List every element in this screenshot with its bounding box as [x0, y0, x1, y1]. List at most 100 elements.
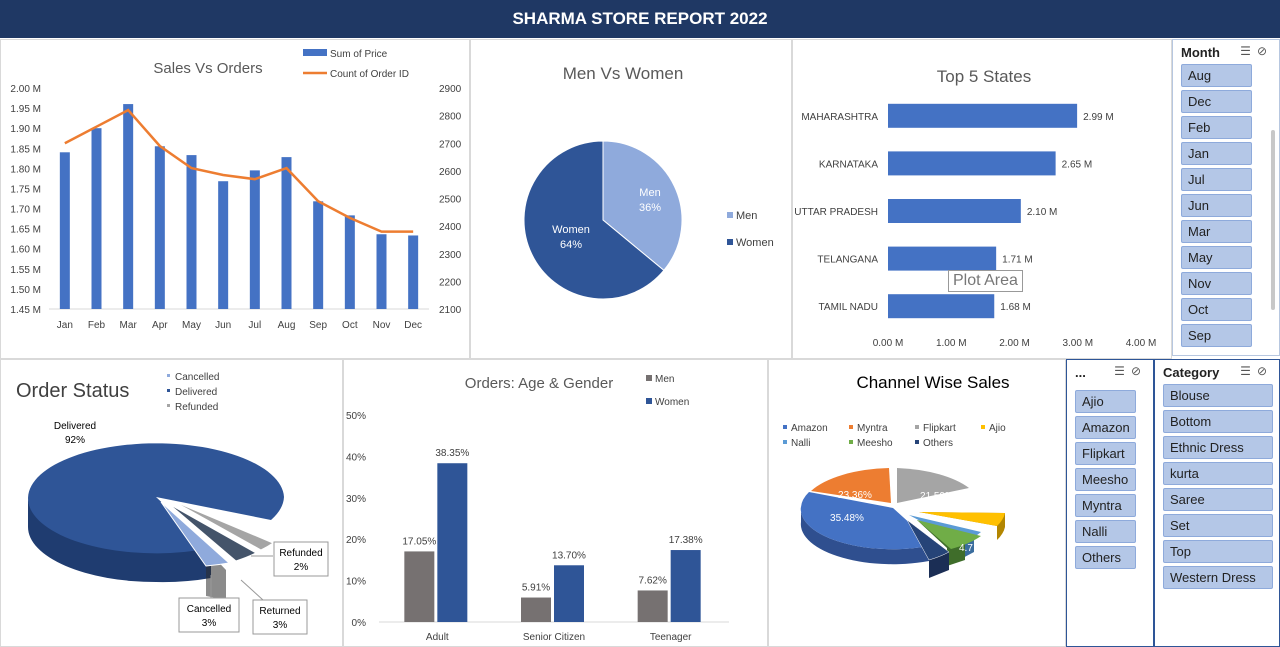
- slicer-item-mar[interactable]: Mar: [1181, 220, 1252, 243]
- sales-bar[interactable]: [186, 155, 197, 309]
- multi-select-icon[interactable]: ☰: [1240, 44, 1257, 58]
- label-refunded: Refunded: [279, 548, 322, 559]
- slicer-item-jun[interactable]: Jun: [1181, 194, 1252, 217]
- slicer-item-aug[interactable]: Aug: [1181, 64, 1252, 87]
- slicer-item-saree[interactable]: Saree: [1163, 488, 1273, 511]
- state-bar[interactable]: [888, 246, 997, 271]
- age-bar-women[interactable]: [554, 565, 584, 622]
- sales-bar[interactable]: [91, 128, 102, 309]
- state-bar[interactable]: [888, 151, 1056, 176]
- category-slicer[interactable]: Category ☰⊘ Blouse Bottom Ethnic Dress kurt…: [1154, 359, 1280, 647]
- y-axis-tick: 20%: [346, 535, 366, 546]
- slicer-item-bottom[interactable]: Bottom: [1163, 410, 1273, 433]
- slicer-item-ajio[interactable]: Ajio: [1075, 390, 1136, 413]
- value-delivered: 92%: [65, 435, 85, 446]
- sales-bar[interactable]: [59, 152, 70, 309]
- legend-women: Women: [655, 397, 689, 408]
- slice-delivered[interactable]: [28, 443, 285, 554]
- state-bar[interactable]: [888, 199, 1021, 223]
- slice-cancelled[interactable]: [160, 501, 231, 567]
- multi-select-icon[interactable]: ☰: [1114, 364, 1131, 378]
- channel-slicer[interactable]: ... ☰⊘ Ajio Amazon Flipkart Meesho Myntra Nal…: [1066, 359, 1154, 647]
- sales-bar[interactable]: [249, 170, 260, 309]
- slicer-item-ethnic-dress[interactable]: Ethnic Dress: [1163, 436, 1273, 459]
- left-axis-tick: 1.90 M: [10, 124, 41, 135]
- chart-title: Sales Vs Orders: [153, 60, 262, 77]
- sales-bar[interactable]: [344, 215, 355, 309]
- slice-men[interactable]: [602, 140, 683, 272]
- men-vs-women-chart[interactable]: Men Vs Women Men 36% Women 64% Men Women: [470, 39, 792, 359]
- slice-refunded[interactable]: [172, 500, 275, 551]
- sales-bar[interactable]: [154, 146, 165, 309]
- pie-side-amazon: [800, 507, 934, 565]
- slice-meesho[interactable]: [917, 520, 981, 549]
- slicer-title: Month: [1181, 45, 1220, 60]
- slicer-item-may[interactable]: May: [1181, 246, 1252, 269]
- order-status-chart[interactable]: Order Status Cancelled Delivered Refunde…: [0, 359, 343, 647]
- slicer-item-feb[interactable]: Feb: [1181, 116, 1252, 139]
- slicer-item-sep[interactable]: Sep: [1181, 324, 1252, 347]
- slicer-item-jan[interactable]: Jan: [1181, 142, 1252, 165]
- pie-side-delivered-2: [156, 548, 211, 583]
- legend-amazon: Amazon: [791, 423, 828, 434]
- legend-swatch-women: [646, 398, 652, 404]
- orders-age-gender-chart[interactable]: Orders: Age & Gender Men Women 50% 40% 30%…: [343, 359, 768, 647]
- slicer-item-others[interactable]: Others: [1075, 546, 1136, 569]
- slice-others[interactable]: [906, 519, 950, 561]
- slicer-item-myntra[interactable]: Myntra: [1075, 494, 1136, 517]
- slicer-scrollbar[interactable]: [1271, 130, 1275, 310]
- slicer-item-set[interactable]: Set: [1163, 514, 1273, 537]
- age-bar-women[interactable]: [437, 463, 468, 622]
- slice-value-women: 64%: [560, 239, 582, 251]
- top-5-states-chart[interactable]: Top 5 States 0.00 M 1.00 M 2.00 M 3.00 M 4.0…: [792, 39, 1172, 359]
- age-bar-men[interactable]: [404, 551, 435, 622]
- slice-myntra[interactable]: [811, 468, 891, 503]
- month-slicer[interactable]: Month ☰⊘ Aug Dec Feb Jan Jul Jun Mar May Nov Oct S…: [1172, 39, 1280, 356]
- value-others: 4.: [956, 502, 964, 513]
- sales-bar[interactable]: [376, 234, 387, 309]
- sales-bar[interactable]: [313, 201, 324, 309]
- clear-filter-icon[interactable]: ⊘: [1130, 364, 1147, 378]
- chart-title: Channel Wise Sales: [856, 373, 1009, 392]
- slicer-item-kurta[interactable]: kurta: [1163, 462, 1273, 485]
- plot-area-tooltip: Plot Area: [948, 270, 1023, 292]
- state-bar[interactable]: [888, 294, 995, 319]
- slicer-item-nalli[interactable]: Nalli: [1075, 520, 1136, 543]
- slicer-item-jul[interactable]: Jul: [1181, 168, 1252, 191]
- slicer-item-blouse[interactable]: Blouse: [1163, 384, 1273, 407]
- age-bar-women[interactable]: [670, 550, 701, 622]
- sales-vs-orders-chart[interactable]: Sales Vs Orders Sum of Price Count of Or…: [0, 39, 470, 359]
- clear-filter-icon[interactable]: ⊘: [1256, 44, 1273, 58]
- slicer-item-western-dress[interactable]: Western Dress: [1163, 566, 1273, 589]
- slicer-item-flipkart[interactable]: Flipkart: [1075, 442, 1136, 465]
- x-axis-tick: May: [182, 320, 201, 331]
- sales-bar[interactable]: [123, 104, 134, 309]
- legend-swatch-men: [646, 375, 652, 381]
- slicer-item-top[interactable]: Top: [1163, 540, 1273, 563]
- x-axis-tick: Nov: [373, 320, 391, 331]
- channel-wise-sales-chart[interactable]: Channel Wise Sales Amazon Myntra Flipkart A…: [768, 359, 1066, 647]
- slicer-item-dec[interactable]: Dec: [1181, 90, 1252, 113]
- y-axis-tick: 10%: [346, 577, 366, 588]
- legend-swatch-others: [915, 440, 919, 444]
- slice-women[interactable]: [523, 140, 665, 300]
- sales-bar[interactable]: [408, 235, 419, 309]
- slicer-item-nov[interactable]: Nov: [1181, 272, 1252, 295]
- slicer-item-amazon[interactable]: Amazon: [1075, 416, 1136, 439]
- value-returned: 3%: [273, 620, 288, 631]
- slice-returned[interactable]: [168, 503, 258, 562]
- age-bar-men[interactable]: [637, 590, 668, 622]
- slice-amazon[interactable]: [800, 492, 934, 550]
- age-bar-men[interactable]: [521, 597, 551, 622]
- sales-bar[interactable]: [218, 181, 229, 309]
- clear-filter-icon[interactable]: ⊘: [1256, 364, 1273, 378]
- x-axis-tick: Jul: [248, 320, 261, 331]
- multi-select-icon[interactable]: ☰: [1240, 364, 1257, 378]
- state-bar[interactable]: [888, 103, 1078, 128]
- slicer-item-oct[interactable]: Oct: [1181, 298, 1252, 321]
- report-title: SHARMA STORE REPORT 2022: [512, 9, 768, 28]
- slice-ajio[interactable]: [919, 512, 1005, 526]
- slicer-item-meesho[interactable]: Meesho: [1075, 468, 1136, 491]
- slice-flipkart[interactable]: [897, 468, 969, 503]
- sales-bar[interactable]: [281, 157, 292, 309]
